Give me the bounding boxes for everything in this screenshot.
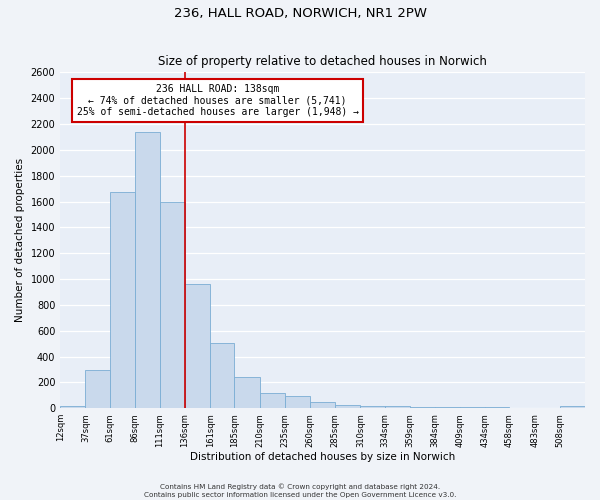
Bar <box>435 407 460 408</box>
Bar <box>185 284 210 408</box>
Bar <box>335 405 361 408</box>
Bar <box>410 407 435 408</box>
Title: Size of property relative to detached houses in Norwich: Size of property relative to detached ho… <box>158 56 487 68</box>
Bar <box>60 406 85 408</box>
Text: 236 HALL ROAD: 138sqm
← 74% of detached houses are smaller (5,741)
25% of semi-d: 236 HALL ROAD: 138sqm ← 74% of detached … <box>77 84 359 117</box>
Bar <box>460 407 485 408</box>
Bar <box>560 406 585 408</box>
Bar <box>210 343 235 408</box>
Text: 236, HALL ROAD, NORWICH, NR1 2PW: 236, HALL ROAD, NORWICH, NR1 2PW <box>173 8 427 20</box>
Text: Contains HM Land Registry data © Crown copyright and database right 2024.: Contains HM Land Registry data © Crown c… <box>160 484 440 490</box>
Bar <box>285 396 310 408</box>
Bar <box>485 407 509 408</box>
Bar <box>310 402 335 408</box>
Text: Contains public sector information licensed under the Open Government Licence v3: Contains public sector information licen… <box>144 492 456 498</box>
Y-axis label: Number of detached properties: Number of detached properties <box>15 158 25 322</box>
Bar <box>260 392 285 408</box>
Bar <box>235 376 260 408</box>
Bar <box>385 406 410 408</box>
Bar <box>361 406 385 408</box>
Bar <box>160 202 185 408</box>
X-axis label: Distribution of detached houses by size in Norwich: Distribution of detached houses by size … <box>190 452 455 462</box>
Bar <box>135 132 160 408</box>
Bar <box>85 370 110 408</box>
Bar <box>110 192 135 408</box>
